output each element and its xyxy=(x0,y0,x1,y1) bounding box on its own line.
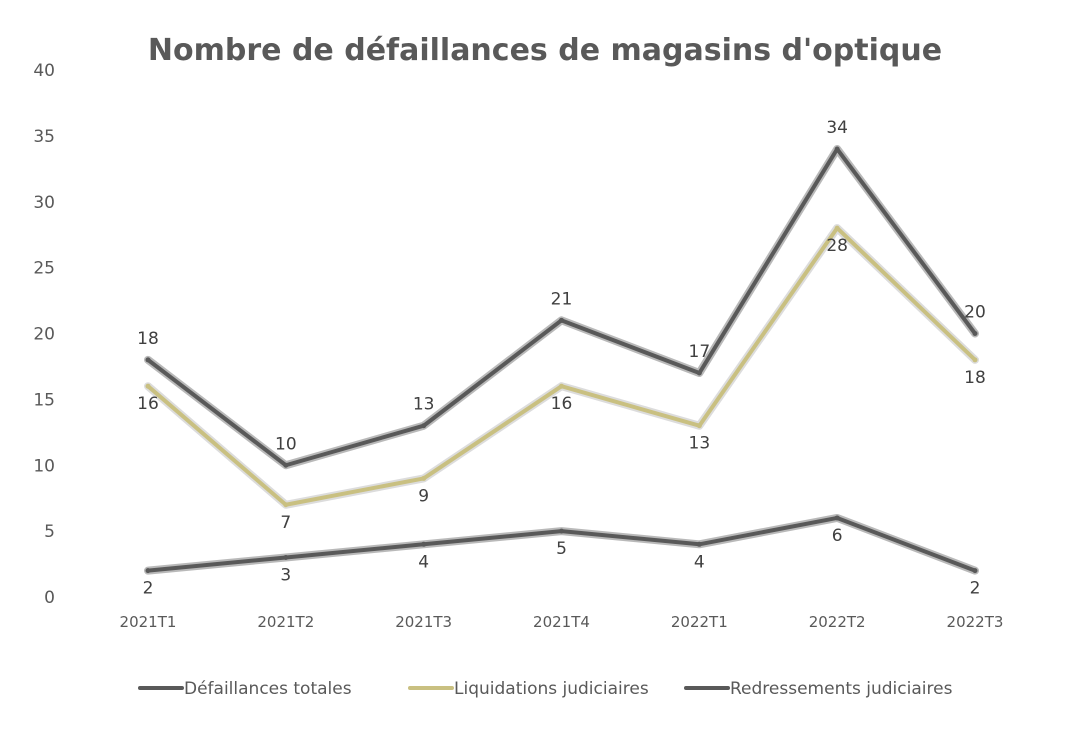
data-point xyxy=(283,462,289,468)
y-tick-label: 35 xyxy=(33,127,55,147)
plot-area xyxy=(144,145,979,575)
data-point xyxy=(421,423,427,429)
data-label: 20 xyxy=(964,303,986,323)
data-label: 10 xyxy=(275,434,297,454)
data-point xyxy=(834,225,840,231)
y-tick-label: 10 xyxy=(33,456,55,476)
data-label: 5 xyxy=(556,539,567,559)
data-label: 16 xyxy=(137,394,159,414)
data-label: 3 xyxy=(280,565,291,585)
data-point xyxy=(283,554,289,560)
data-label: 18 xyxy=(137,329,159,349)
data-point xyxy=(421,475,427,481)
data-label: 4 xyxy=(694,552,705,572)
data-label: 17 xyxy=(689,342,711,362)
y-axis: 0 5 10 15 20 25 30 35 40 xyxy=(33,61,55,608)
y-tick-label: 0 xyxy=(44,588,55,608)
x-tick-label: 2022T3 xyxy=(947,613,1004,631)
x-tick-label: 2021T2 xyxy=(257,613,314,631)
data-point xyxy=(559,528,564,534)
y-tick-label: 30 xyxy=(33,193,55,213)
data-point xyxy=(559,317,564,323)
data-point xyxy=(145,357,151,363)
data-point xyxy=(834,146,840,152)
data-point xyxy=(696,370,702,376)
legend-label: Défaillances totales xyxy=(184,679,352,699)
y-tick-label: 40 xyxy=(33,61,55,81)
legend: Défaillances totales Liquidations judicia… xyxy=(138,679,953,699)
data-label: 2 xyxy=(970,579,981,599)
data-label: 9 xyxy=(418,486,429,506)
data-point xyxy=(283,502,289,508)
x-tick-label: 2021T3 xyxy=(395,613,452,631)
x-tick-label: 2022T1 xyxy=(671,613,728,631)
data-label: 2 xyxy=(143,579,154,599)
x-tick-label: 2021T1 xyxy=(120,613,177,631)
y-tick-label: 15 xyxy=(33,390,55,410)
data-point xyxy=(145,568,151,574)
data-point xyxy=(421,541,427,547)
data-label: 4 xyxy=(418,552,429,572)
data-point xyxy=(559,383,564,389)
data-point xyxy=(696,541,702,547)
data-label: 16 xyxy=(551,394,573,414)
x-axis: 2021T1 2021T2 2021T3 2021T4 2022T1 2022T2 2022… xyxy=(120,613,1004,631)
legend-label: Liquidations judiciaires xyxy=(454,679,649,699)
legend-label: Redressements judiciaires xyxy=(730,679,953,699)
data-point xyxy=(145,383,151,389)
data-point xyxy=(972,357,978,363)
data-point xyxy=(972,568,978,574)
x-tick-label: 2022T2 xyxy=(809,613,866,631)
data-label: 18 xyxy=(964,368,986,388)
data-label: 21 xyxy=(551,289,573,309)
y-tick-label: 20 xyxy=(33,325,55,345)
y-tick-label: 5 xyxy=(44,522,55,542)
y-tick-label: 25 xyxy=(33,259,55,279)
data-label: 6 xyxy=(832,526,843,546)
data-point xyxy=(972,331,978,336)
data-point xyxy=(696,423,702,429)
data-label: 34 xyxy=(826,118,848,138)
x-tick-label: 2021T4 xyxy=(533,613,590,631)
series-line-outline xyxy=(144,224,979,509)
data-label: 7 xyxy=(280,513,291,533)
data-point xyxy=(834,515,840,521)
data-label: 13 xyxy=(413,395,435,415)
data-label: 28 xyxy=(826,236,848,256)
data-label: 13 xyxy=(689,434,711,454)
chart-title: Nombre de défaillances de magasins d'opt… xyxy=(148,33,942,68)
series-line xyxy=(146,226,977,507)
